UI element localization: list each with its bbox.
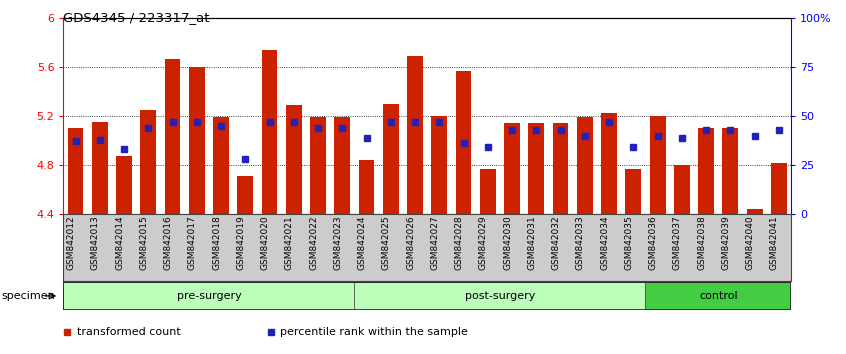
Text: GSM842023: GSM842023 [333, 216, 343, 270]
Text: GSM842013: GSM842013 [91, 216, 100, 270]
Text: GSM842014: GSM842014 [115, 216, 124, 270]
Text: GSM842036: GSM842036 [649, 216, 657, 270]
Text: GSM842030: GSM842030 [503, 216, 512, 270]
Text: GSM842027: GSM842027 [431, 216, 439, 270]
Text: GSM842035: GSM842035 [624, 216, 634, 270]
Text: GSM842033: GSM842033 [576, 216, 585, 270]
Text: pre-surgery: pre-surgery [177, 291, 241, 301]
Bar [165, 59, 180, 214]
Text: GSM842019: GSM842019 [236, 216, 245, 270]
Bar [116, 156, 132, 214]
Text: specimen: specimen [2, 291, 56, 301]
Bar [383, 104, 398, 214]
Text: GSM842022: GSM842022 [309, 216, 318, 270]
Text: GSM842040: GSM842040 [745, 216, 755, 270]
Bar [189, 67, 205, 214]
Text: GSM842017: GSM842017 [188, 216, 197, 270]
Bar [92, 122, 107, 214]
Text: control: control [699, 291, 738, 301]
Bar [552, 123, 569, 214]
Bar [140, 110, 157, 214]
Bar [645, 282, 791, 310]
Bar [674, 165, 689, 214]
Text: GSM842016: GSM842016 [163, 216, 173, 270]
Bar [407, 56, 423, 214]
Bar [529, 123, 544, 214]
Bar [698, 128, 714, 214]
Bar [354, 282, 645, 310]
Text: GSM842034: GSM842034 [600, 216, 609, 270]
Bar [577, 117, 593, 214]
Text: GDS4345 / 223317_at: GDS4345 / 223317_at [63, 11, 210, 24]
Text: GSM842026: GSM842026 [406, 216, 415, 270]
Bar [261, 50, 277, 214]
Text: GSM842018: GSM842018 [212, 216, 221, 270]
Bar [68, 128, 84, 214]
Bar [602, 114, 617, 214]
Text: GSM842025: GSM842025 [382, 216, 391, 270]
Text: GSM842028: GSM842028 [454, 216, 464, 270]
Bar [63, 282, 354, 310]
Bar [650, 116, 666, 214]
Bar [480, 169, 496, 214]
Bar [722, 128, 739, 214]
Text: GSM842021: GSM842021 [285, 216, 294, 270]
Bar [747, 209, 762, 214]
Text: GSM842024: GSM842024 [358, 216, 366, 270]
Text: GSM842031: GSM842031 [527, 216, 536, 270]
Text: GSM842020: GSM842020 [261, 216, 270, 270]
Text: GSM842039: GSM842039 [722, 216, 730, 270]
Bar [213, 117, 229, 214]
Text: GSM842037: GSM842037 [673, 216, 682, 270]
Text: GSM842029: GSM842029 [479, 216, 488, 270]
Text: transformed count: transformed count [76, 327, 180, 337]
Bar [431, 116, 448, 214]
Bar [771, 162, 787, 214]
Bar [504, 123, 520, 214]
Bar [359, 160, 375, 214]
Bar [334, 117, 350, 214]
Bar [456, 70, 471, 214]
Text: GSM842012: GSM842012 [67, 216, 75, 270]
Bar [238, 176, 253, 214]
Text: GSM842038: GSM842038 [697, 216, 706, 270]
Bar [625, 169, 641, 214]
Text: GSM842032: GSM842032 [552, 216, 561, 270]
Text: post-surgery: post-surgery [464, 291, 536, 301]
Text: GSM842015: GSM842015 [140, 216, 148, 270]
Text: GSM842041: GSM842041 [770, 216, 779, 270]
Bar [310, 117, 326, 214]
Bar [286, 105, 302, 214]
Text: percentile rank within the sample: percentile rank within the sample [280, 327, 468, 337]
